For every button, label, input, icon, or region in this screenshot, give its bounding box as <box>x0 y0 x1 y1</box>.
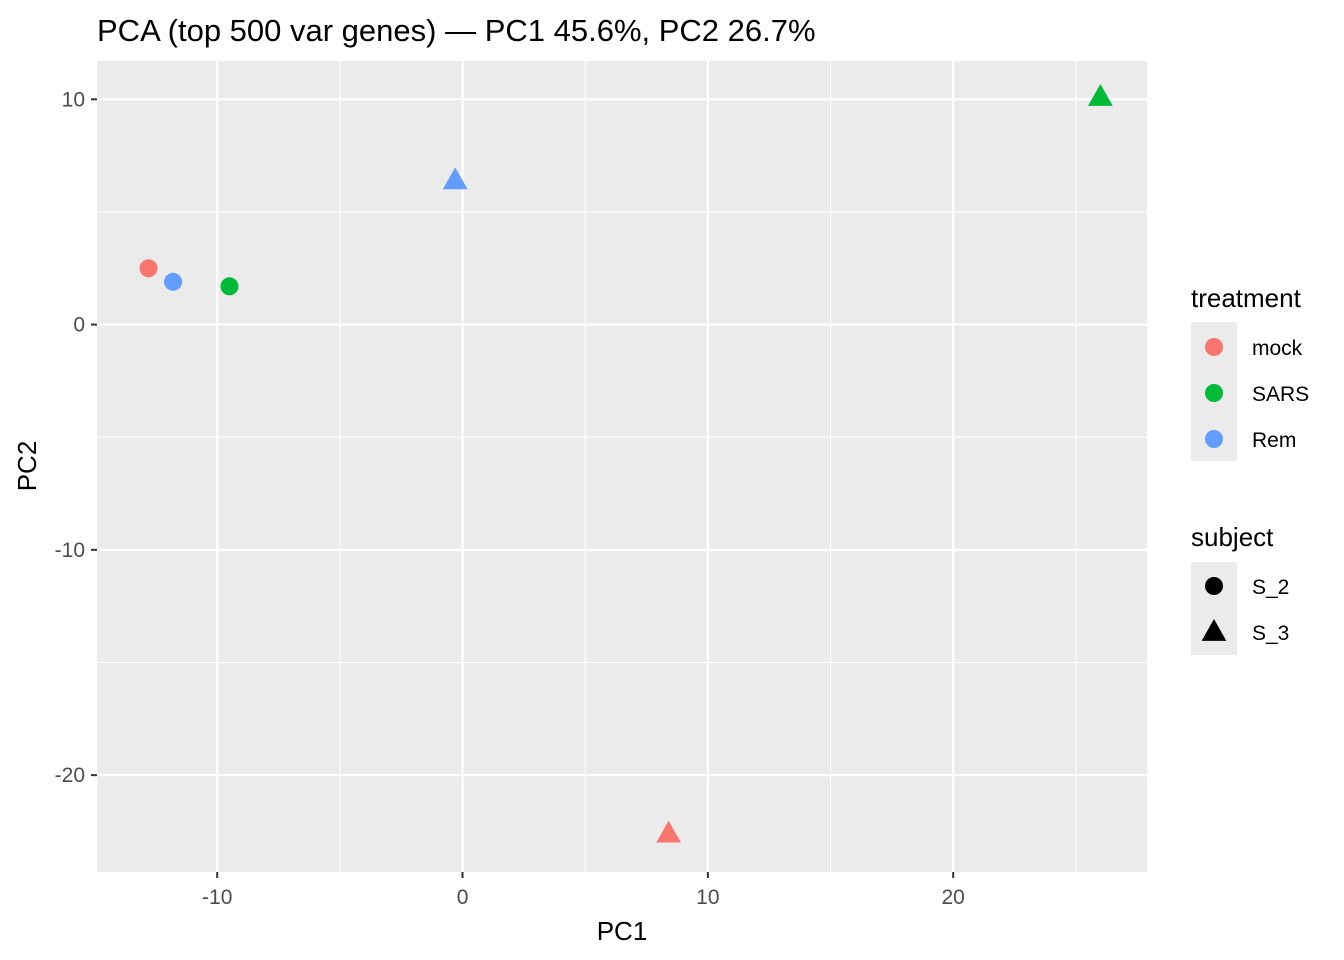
legend-label-s2: S_2 <box>1252 576 1289 599</box>
x-axis-ticks: -10 0 10 20 <box>202 872 965 909</box>
legend-key-mock <box>1205 338 1223 356</box>
data-points <box>139 84 1113 843</box>
plot-panel <box>97 61 1147 872</box>
legend-subject-keys-bg <box>1191 562 1237 655</box>
x-tick-label: -10 <box>202 886 232 909</box>
point-mock-s3 <box>656 820 681 843</box>
legend-label-s3: S_3 <box>1252 622 1289 645</box>
legend-label-mock: mock <box>1252 337 1303 360</box>
y-axis-title: PC2 <box>12 441 42 492</box>
point-rem-s3 <box>442 167 468 190</box>
x-tick-label: 0 <box>457 886 469 909</box>
legend-label-sars: SARS <box>1252 383 1309 406</box>
y-tick-label: -20 <box>55 764 85 787</box>
legend-key-sars <box>1205 384 1223 402</box>
legend-subject-title: subject <box>1191 522 1274 552</box>
x-tick-label: 10 <box>696 886 719 909</box>
point-mock-s2 <box>139 259 158 278</box>
legend-key-s3 <box>1201 619 1227 641</box>
y-tick-label: 10 <box>62 88 85 111</box>
y-tick-label: -10 <box>55 539 85 562</box>
x-axis-title: PC1 <box>597 916 648 946</box>
legend-label-rem: Rem <box>1252 429 1296 452</box>
x-tick-label: 20 <box>942 886 965 909</box>
major-gridlines <box>97 61 1147 872</box>
y-tick-label: 0 <box>73 314 85 337</box>
legend-treatment-title: treatment <box>1191 283 1302 313</box>
legend: treatment mock SARS Rem subject S_2 S_3 <box>1191 283 1309 655</box>
point-sars-s2 <box>220 277 239 296</box>
legend-key-s2 <box>1205 577 1223 595</box>
chart-title: PCA (top 500 var genes) — PC1 45.6%, PC2… <box>97 13 816 48</box>
legend-key-rem <box>1205 430 1223 448</box>
point-rem-s2 <box>164 272 183 291</box>
y-axis-ticks: -20 -10 0 10 <box>55 88 97 787</box>
minor-gridlines <box>97 61 1147 872</box>
point-sars-s3 <box>1088 84 1113 106</box>
